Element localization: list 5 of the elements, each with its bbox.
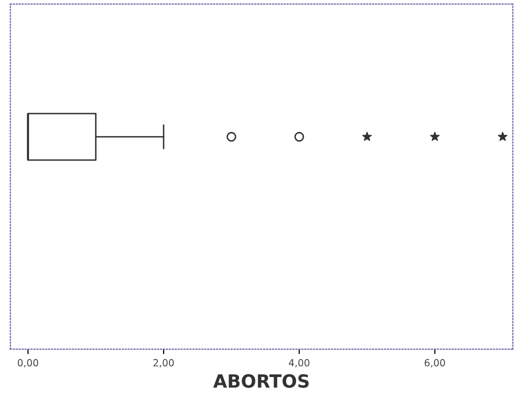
x-tick-label: 2,00 [153,359,174,368]
x-axis-title: ABORTOS [213,374,309,388]
x-tick-label: 4,00 [288,359,310,368]
x-tick-label: 0,00 [18,359,38,368]
x-tick-label: 6,00 [424,359,446,368]
